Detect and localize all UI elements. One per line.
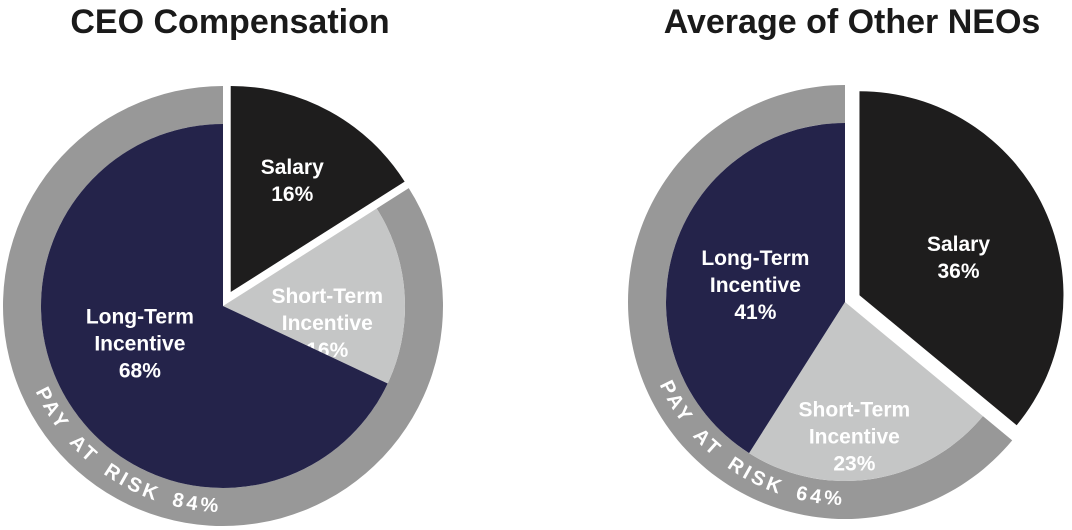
pie-slice-short-term-incentive [223,208,405,384]
chart-title-average-other-neos: Average of Other NEOs [663,3,1041,41]
slice-label-long-term-incentive: Long-Term Incentive 41% [701,247,809,324]
pie-slice-long-term-incentive [666,123,845,454]
pie-slice-short-term-incentive [749,302,983,481]
pie-slice-salary [859,91,1064,426]
ceo-compensation-pie-chart: Salary 16%Short-Term Incentive 16%Long-Term… [2,85,443,526]
pie-slice-long-term-incentive [41,124,388,488]
pay-at-risk-ring [628,85,1013,519]
chart-title-ceo-compensation: CEO Compensation [70,3,390,41]
average-other-neos-pie-chart: Salary 36% Short-Term Incentive 23% Long-Term… [628,85,1064,519]
slice-label-salary: Salary 36% [927,233,990,283]
slice-label-salary: Salary 16% [261,156,324,206]
slice-label-short-term-incentive: Short-Term Incentive 23% [799,398,911,475]
pie-slice-salary [230,85,405,292]
slice-label-long-term-incentive: Long-Term Incentive 68% [86,306,194,383]
